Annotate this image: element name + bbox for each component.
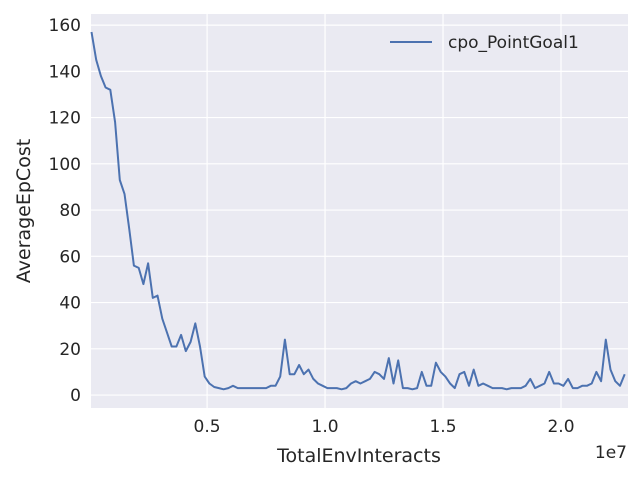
y-tick-label: 80	[59, 201, 81, 221]
y-tick-label: 140	[49, 62, 81, 82]
y-axis-label: AverageEpCost	[13, 139, 35, 283]
y-tick-label: 40	[59, 294, 81, 314]
y-tick-label: 20	[59, 340, 81, 360]
line-series	[90, 31, 626, 391]
x-tick-label: 1.0	[312, 417, 339, 437]
y-tick-label: 100	[49, 155, 81, 175]
x-axis-label: TotalEnvInteracts	[276, 445, 441, 467]
x-tick-label: 0.5	[194, 417, 221, 437]
plot-area	[91, 14, 628, 408]
x-tick-label: 2.0	[547, 417, 574, 437]
x-offset-label: 1e7	[595, 443, 627, 463]
y-tick-label: 120	[49, 109, 81, 129]
y-tick-label: 0	[70, 386, 81, 406]
legend-label: cpo_PointGoal1	[448, 33, 579, 53]
y-tick-label: 160	[49, 16, 81, 36]
y-tick-label: 60	[59, 247, 81, 267]
x-tick-label: 1.5	[429, 417, 456, 437]
